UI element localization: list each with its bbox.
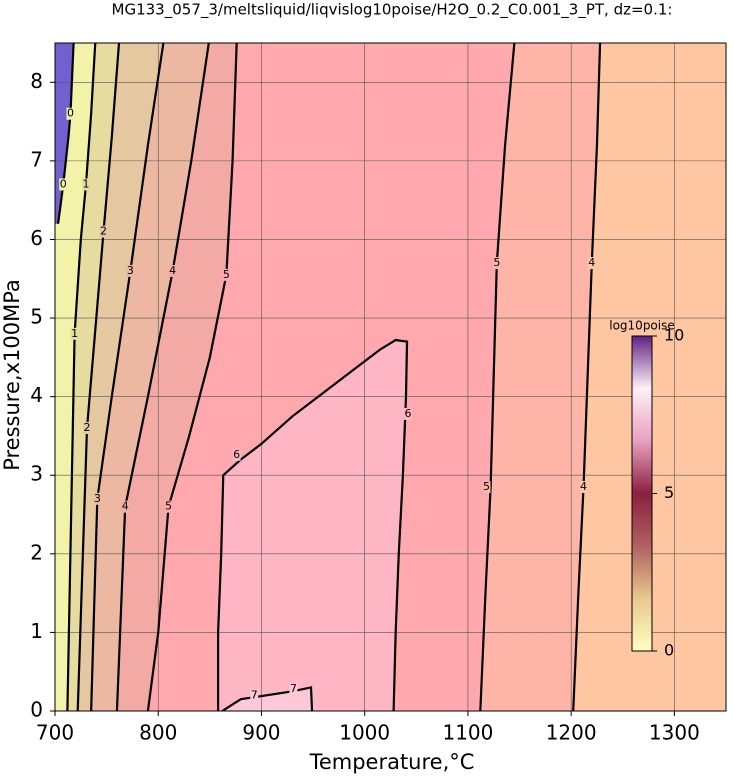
contour-line <box>66 43 97 711</box>
contour-label: 7 <box>251 688 258 701</box>
contour-label-bg <box>164 500 173 513</box>
contour-label-bg <box>492 257 501 270</box>
colorbar-tick-label: 0 <box>664 641 674 660</box>
contour-line <box>76 43 121 711</box>
contour-label: 4 <box>122 500 129 513</box>
contour-label: 5 <box>223 268 230 281</box>
contour-label-bg <box>66 107 75 120</box>
contour-label: 6 <box>233 448 240 461</box>
contour-label-bg <box>250 689 259 702</box>
x-tick-label: 1300 <box>649 721 700 745</box>
contour-label-bg <box>81 178 90 191</box>
contour-label-bg <box>99 225 108 238</box>
y-tick-label: 8 <box>30 69 43 93</box>
x-tick-label: 1100 <box>442 721 493 745</box>
contour-label: 4 <box>588 256 595 269</box>
plot-area: 0 0 1 1 2 2 3 3 4 4 5 5 5 5 4 4 6 6 7 7 <box>55 43 726 711</box>
x-tick-label: 1000 <box>339 721 390 745</box>
contour-label: 6 <box>405 407 412 420</box>
x-tick-label: 700 <box>36 721 74 745</box>
y-tick-label: 2 <box>30 540 43 564</box>
y-tick-label: 4 <box>30 383 43 407</box>
contour-line <box>479 43 516 711</box>
contour-label-bg <box>121 500 130 513</box>
contour-label: 1 <box>82 177 89 190</box>
contour-line <box>115 43 210 711</box>
contour-line <box>90 43 165 711</box>
y-tick-label: 0 <box>30 698 43 722</box>
contour-label: 0 <box>67 107 74 120</box>
contour-label-bg <box>70 327 79 340</box>
y-tick-label: 7 <box>30 147 43 171</box>
contour-label: 0 <box>60 177 67 190</box>
colorbar-tick-label: 5 <box>664 483 674 502</box>
contour-line <box>217 338 409 711</box>
contour-label-bg <box>222 268 231 281</box>
colorbar-label: log10poise <box>609 319 675 333</box>
contour-label-bg <box>93 492 102 505</box>
plot-frame <box>54 42 727 712</box>
y-tick-label: 1 <box>30 619 43 643</box>
contour-label: 5 <box>493 256 500 269</box>
colorbar <box>631 335 653 652</box>
y-axis-label: Pressure,x100MPa <box>0 279 24 471</box>
contour-label-bg <box>579 481 588 494</box>
contour-label-bg <box>232 448 241 461</box>
chart-title: MG133_057_3/meltsliquid/liqvislog10poise… <box>112 1 673 20</box>
contour-fill <box>218 340 408 711</box>
y-tick-label: 6 <box>30 226 43 250</box>
contour-label-bg <box>289 682 298 695</box>
contour-label: 1 <box>71 327 78 340</box>
y-tick-label: 5 <box>30 305 43 329</box>
contour-label-bg <box>59 178 68 191</box>
contour-label-bg <box>587 257 596 270</box>
contour-label: 2 <box>100 225 107 238</box>
contour-label: 2 <box>84 421 91 434</box>
contour-label: 3 <box>94 492 101 505</box>
contour-label-bg <box>404 407 413 420</box>
contour-label-bg <box>83 422 92 435</box>
contour-line <box>572 43 602 711</box>
y-tick-label: 3 <box>30 462 43 486</box>
contour-label-bg <box>482 481 491 494</box>
colorbar-tick-label: 10 <box>664 326 684 345</box>
contour-label-bg <box>126 264 135 277</box>
contour-label: 4 <box>580 480 587 493</box>
contour-line <box>146 43 238 711</box>
x-tick-label: 1200 <box>546 721 597 745</box>
contour-label: 4 <box>169 264 176 277</box>
x-tick-label: 900 <box>242 721 280 745</box>
contour-label: 5 <box>165 500 172 513</box>
x-tick-label: 800 <box>139 721 177 745</box>
contour-label: 3 <box>127 264 134 277</box>
x-axis-label: Temperature,°C <box>309 750 475 774</box>
contour-label: 7 <box>290 682 297 695</box>
contour-label: 5 <box>483 480 490 493</box>
contour-label-bg <box>168 264 177 277</box>
contour-line <box>57 43 75 224</box>
